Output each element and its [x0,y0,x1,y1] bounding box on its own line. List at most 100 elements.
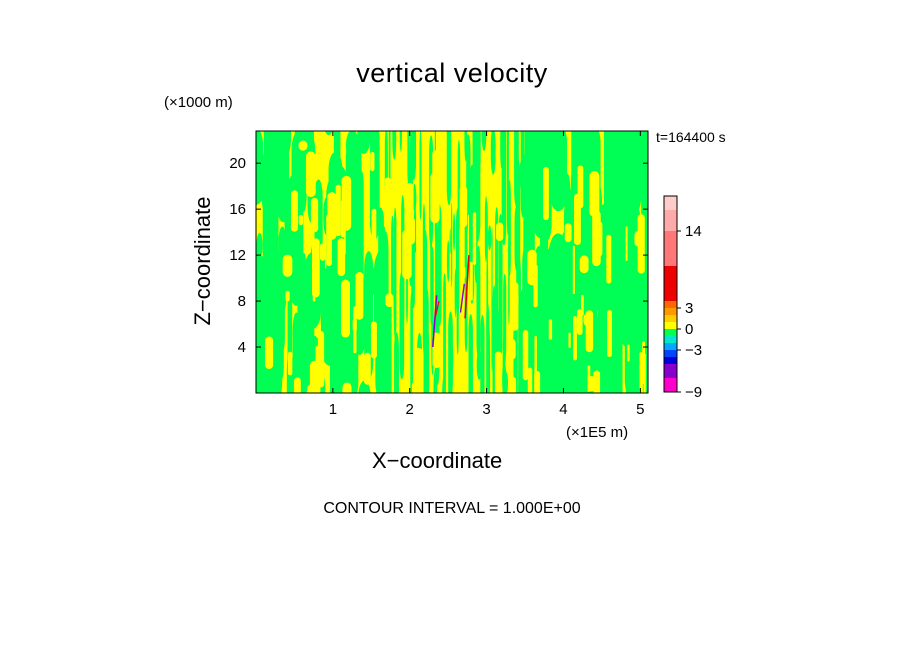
field-patch [414,252,417,307]
field-streak [256,259,267,391]
field-streak [481,131,487,152]
colorbar-segment [664,350,677,357]
field-patch [293,377,301,393]
colorbar-segment [664,329,677,336]
field-patch [568,332,571,349]
field-streak [579,138,593,161]
field-streak [443,273,446,393]
field-patch [637,214,645,274]
field-patch [364,352,371,385]
field-streak [360,171,364,306]
field-patch [642,341,646,384]
field-streak [464,131,468,162]
colorbar-segment [664,364,677,378]
field-streak [449,228,451,254]
field-streak [579,329,591,393]
field-patch [340,200,346,238]
field-streak [614,195,624,244]
field-streak [543,131,557,173]
field-streak [590,269,602,312]
field-streak [472,140,477,163]
field-patch [326,214,332,267]
plot-frame [255,130,649,394]
field-streak [520,131,525,205]
field-patch [282,254,293,277]
field-patch [508,376,517,393]
field-patch [527,367,533,393]
field-patch [573,315,577,361]
field-patch [385,293,394,308]
field-streak [480,314,485,393]
field-patch [507,338,516,360]
field-streak [475,131,480,242]
field-streak [278,226,287,313]
chart-title: vertical velocity [356,58,548,88]
field-patch [469,261,473,301]
field-streak [514,206,518,271]
field-streak [448,311,453,393]
field-patch [577,196,580,237]
field-patch [335,184,341,237]
x-tick-label: 3 [482,401,490,418]
field-patch [639,352,643,393]
colorbar-segment [664,343,677,350]
y-axis-ticks: 4 8 12 16 20 [229,155,648,356]
x-tick-label: 2 [406,401,414,418]
field-patch [534,370,541,393]
field-patch [315,345,321,393]
field-streak [391,248,394,273]
field-streak [452,213,456,251]
colorbar-segment [664,315,677,322]
field-streak [544,306,561,337]
field-patch [576,309,583,335]
field-streak [388,131,391,194]
field-streak [363,265,377,298]
field-streak [306,131,312,163]
colorbar-segment [664,266,677,301]
field-patch [572,245,575,295]
field-streak [468,313,473,393]
x-axis-ticks: 1 2 3 4 5 [329,131,644,418]
field-patch [405,183,414,243]
velocity-extreme-feature [434,300,440,319]
field-streak [571,131,581,141]
field-streak [333,329,339,393]
y-tick-label: 4 [238,339,246,356]
field-patch [494,351,503,393]
field-patch [534,335,537,381]
x-tick-label: 4 [559,401,567,418]
field-streak [412,183,417,212]
field-patch [432,150,440,205]
y-tick-label: 20 [229,155,246,172]
velocity-extreme-feature [431,295,438,348]
colorbar-segment [664,378,677,392]
field-patch [342,382,352,393]
colorbar-segment [664,322,677,329]
field-patch [496,222,504,242]
field-patch [564,223,572,243]
colorbar: −9 −3 0 3 14 [663,195,702,401]
field-patch [452,383,462,393]
field-patch [264,336,274,370]
field-streak [285,98,290,130]
field-streak [393,207,397,340]
field-streak [613,131,626,191]
colorbar-tick-label: 14 [685,223,702,240]
field-streak [487,327,491,393]
field-streak [457,139,461,230]
field-streak [345,131,359,163]
field-streak [520,131,522,134]
z-axis-units: (×1000 m) [164,94,233,111]
field-patch [583,313,593,327]
field-patch [370,321,377,359]
field-patch [371,208,377,245]
field-streak [325,131,333,136]
field-streak [256,131,264,204]
field-patch [355,271,364,320]
field-streak [484,196,488,263]
velocity-extreme-feature [464,255,470,319]
time-label: t=164400 s [656,129,726,145]
field-streak [532,163,545,221]
field-patch [287,351,293,376]
x-tick-label: 1 [329,401,337,418]
